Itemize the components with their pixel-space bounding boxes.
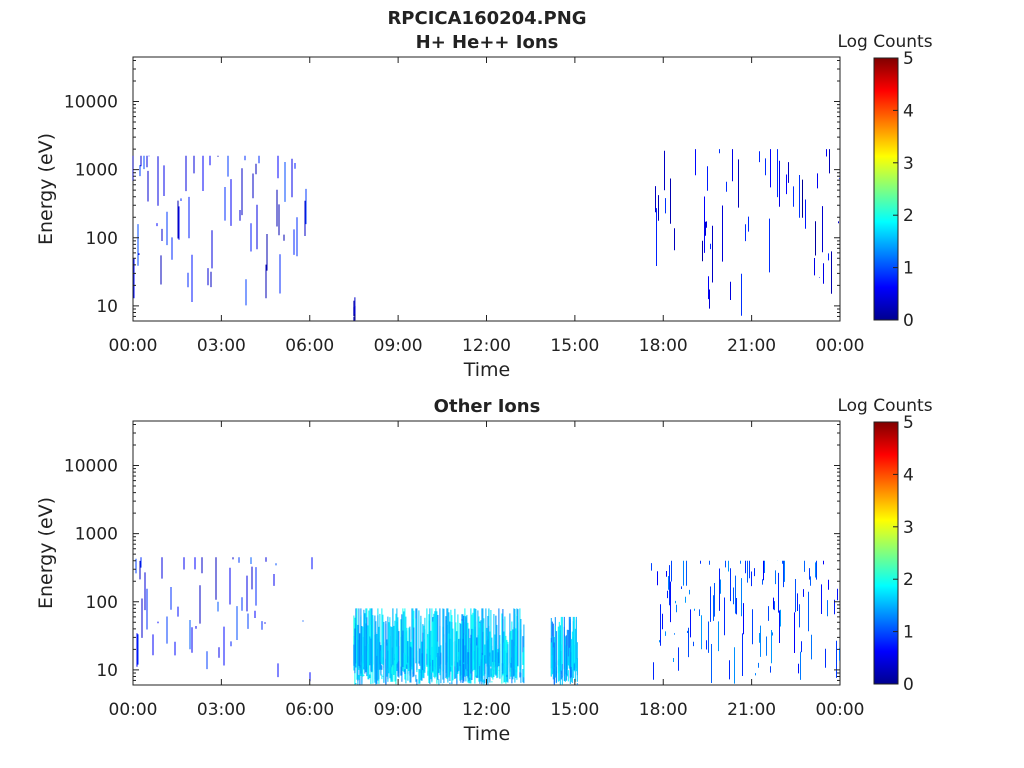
- colorbar-tick-label: 4: [903, 101, 914, 121]
- bottom-panel-title: Other Ions: [434, 396, 541, 417]
- y-tick-label: 10: [96, 661, 118, 681]
- x-tick-label: 12:00: [462, 700, 511, 720]
- bottom-panel-data-marks: [135, 557, 840, 685]
- bottom-panel-axes: 00:00 03:00 06:00 09:00 12:00 15:00 18:00 21:00…: [64, 421, 865, 720]
- top-xlabel: Time: [463, 359, 511, 381]
- y-tick-label: 1000: [75, 525, 118, 545]
- bottom-colorbar-gradient: [873, 421, 899, 685]
- x-tick-label: 03:00: [197, 336, 246, 356]
- x-tick-label: 12:00: [462, 336, 511, 356]
- x-tick-label: 00:00: [816, 700, 865, 720]
- top-panel-subtitle: H+ He++ Ions: [416, 32, 559, 53]
- x-tick-label: 15:00: [550, 700, 599, 720]
- colorbar-tick-label: 5: [903, 413, 914, 433]
- top-panel-axes: 00:00 03:00 06:00 09:00 12:00 15:00 18:00 21:00…: [64, 57, 865, 356]
- bottom-colorbar-label: Log Counts: [837, 396, 932, 416]
- bottom-colorbar: Log Counts 0 1 2 3 4 5: [837, 396, 932, 695]
- top-colorbar: Log Counts 0 1 2 3 4 5: [837, 32, 932, 331]
- x-tick-label: 00:00: [109, 336, 158, 356]
- colorbar-tick-label: 0: [903, 675, 914, 695]
- colorbar-tick-label: 4: [903, 465, 914, 485]
- colorbar-tick-label: 3: [903, 518, 914, 538]
- colorbar-tick-label: 0: [903, 311, 914, 331]
- x-tick-label: 00:00: [109, 700, 158, 720]
- x-tick-label: 21:00: [727, 700, 776, 720]
- figure-title: RPCICA160204.PNG: [387, 8, 586, 29]
- top-colorbar-gradient: [873, 57, 899, 321]
- colorbar-tick-label: 3: [903, 154, 914, 174]
- bottom-ylabel: Energy (eV): [35, 497, 57, 609]
- x-tick-label: 18:00: [639, 700, 688, 720]
- x-tick-label: 15:00: [550, 336, 599, 356]
- colorbar-tick-label: 1: [903, 259, 914, 279]
- colorbar-tick-label: 2: [903, 206, 914, 226]
- top-panel-data-marks: [132, 149, 840, 321]
- top-panel-frame: [132, 56, 841, 322]
- x-tick-label: 03:00: [197, 700, 246, 720]
- x-tick-label: 06:00: [285, 336, 334, 356]
- colorbar-tick-label: 2: [903, 570, 914, 590]
- x-tick-label: 18:00: [639, 336, 688, 356]
- x-tick-label: 21:00: [727, 336, 776, 356]
- bottom-xlabel: Time: [463, 723, 511, 745]
- top-panel-plot: 00:00 03:00 06:00 09:00 12:00 15:00 18:00 21:00…: [64, 56, 865, 356]
- x-tick-label: 00:00: [816, 336, 865, 356]
- y-tick-label: 10000: [64, 457, 118, 477]
- top-ylabel: Energy (eV): [35, 133, 57, 245]
- bottom-panel-plot: 00:00 03:00 06:00 09:00 12:00 15:00 18:00 21:00…: [64, 420, 865, 720]
- y-tick-label: 100: [86, 593, 118, 613]
- colorbar-tick-label: 5: [903, 49, 914, 69]
- y-tick-label: 10000: [64, 93, 118, 113]
- x-tick-label: 09:00: [374, 700, 423, 720]
- y-tick-label: 100: [86, 229, 118, 249]
- y-tick-label: 10: [96, 297, 118, 317]
- top-colorbar-label: Log Counts: [837, 32, 932, 52]
- colorbar-tick-label: 1: [903, 623, 914, 643]
- x-tick-label: 06:00: [285, 700, 334, 720]
- x-tick-label: 09:00: [374, 336, 423, 356]
- y-tick-label: 1000: [75, 161, 118, 181]
